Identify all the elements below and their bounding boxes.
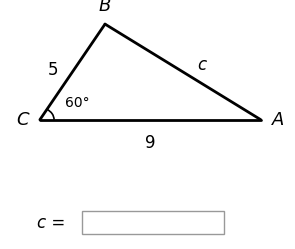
Text: B: B	[99, 0, 111, 14]
FancyBboxPatch shape	[82, 211, 224, 235]
Text: 9: 9	[145, 134, 155, 152]
Text: C: C	[16, 111, 29, 129]
Text: 60°: 60°	[65, 96, 90, 110]
Text: c: c	[197, 56, 206, 74]
Text: c =: c =	[37, 213, 65, 232]
Text: 5: 5	[48, 61, 58, 78]
Text: A: A	[272, 111, 284, 129]
